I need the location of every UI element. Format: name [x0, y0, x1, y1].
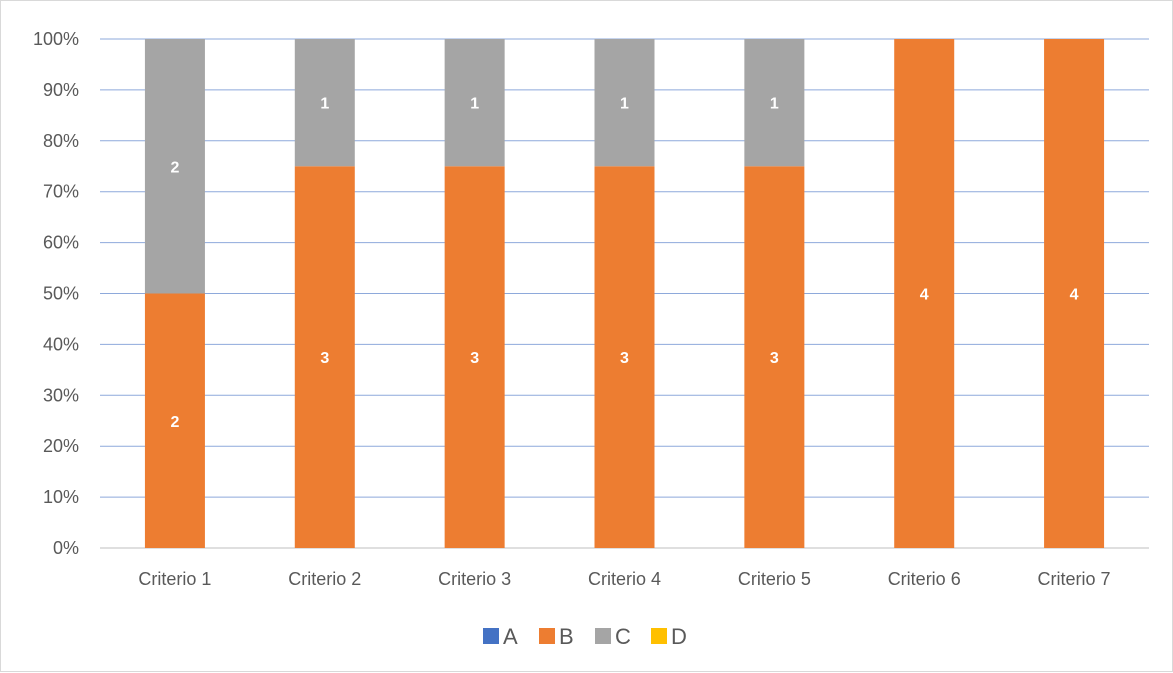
x-tick-label: Criterio 2 — [288, 569, 361, 589]
data-label: 3 — [770, 350, 779, 367]
bar-segment-b — [294, 166, 355, 548]
legend-swatch — [595, 628, 611, 644]
data-label: 1 — [620, 96, 629, 113]
data-label: 3 — [470, 350, 479, 367]
bars — [144, 39, 1105, 548]
x-tick-label: Criterio 3 — [438, 569, 511, 589]
legend-label: B — [559, 624, 574, 649]
bar-segment-c — [594, 39, 655, 167]
bar-segment-b — [144, 293, 205, 548]
data-labels: 2 2 3 1 3 1 3 1 3 1 4 4 — [170, 96, 1078, 431]
x-tick-label: Criterio 1 — [138, 569, 211, 589]
bar-segment-b — [1044, 39, 1105, 548]
data-label: 1 — [320, 96, 329, 113]
legend: A B C D — [483, 624, 687, 649]
data-label: 1 — [770, 96, 779, 113]
y-tick-label: 60% — [43, 233, 79, 253]
y-tick-label: 20% — [43, 436, 79, 456]
legend-swatch — [651, 628, 667, 644]
bar-segment-b — [594, 166, 655, 548]
y-tick-label: 100% — [33, 29, 79, 49]
y-tick-label: 30% — [43, 385, 79, 405]
y-tick-label: 0% — [53, 538, 79, 558]
legend-swatch — [539, 628, 555, 644]
y-tick-label: 50% — [43, 284, 79, 304]
x-tick-label: Criterio 4 — [588, 569, 661, 589]
data-label: 2 — [170, 414, 179, 431]
data-label: 4 — [1070, 287, 1079, 304]
bar-segment-c — [444, 39, 505, 167]
y-tick-label: 40% — [43, 334, 79, 354]
data-label: 2 — [170, 159, 179, 176]
y-axis-tick-labels: 0% 10% 20% 30% 40% 50% 60% 70% 80% 90% 100% — [33, 29, 79, 558]
data-label: 3 — [620, 350, 629, 367]
bar-segment-b — [444, 166, 505, 548]
x-tick-label: Criterio 6 — [888, 569, 961, 589]
data-label: 4 — [920, 287, 929, 304]
bar-segment-c — [744, 39, 805, 167]
legend-swatch — [483, 628, 499, 644]
bar-segment-c — [144, 39, 205, 294]
data-label: 1 — [470, 96, 479, 113]
bar-segment-b — [744, 166, 805, 548]
legend-label: C — [615, 624, 631, 649]
y-tick-label: 70% — [43, 182, 79, 202]
legend-label: D — [671, 624, 687, 649]
bar-segment-b — [894, 39, 955, 548]
y-tick-label: 10% — [43, 487, 79, 507]
x-tick-label: Criterio 5 — [738, 569, 811, 589]
legend-label: A — [503, 624, 518, 649]
x-axis-tick-labels: Criterio 1 Criterio 2 Criterio 3 Criterio 4… — [138, 569, 1110, 589]
x-tick-label: Criterio 7 — [1038, 569, 1111, 589]
y-tick-label: 90% — [43, 80, 79, 100]
bar-segment-c — [294, 39, 355, 167]
y-tick-label: 80% — [43, 131, 79, 151]
data-label: 3 — [320, 350, 329, 367]
